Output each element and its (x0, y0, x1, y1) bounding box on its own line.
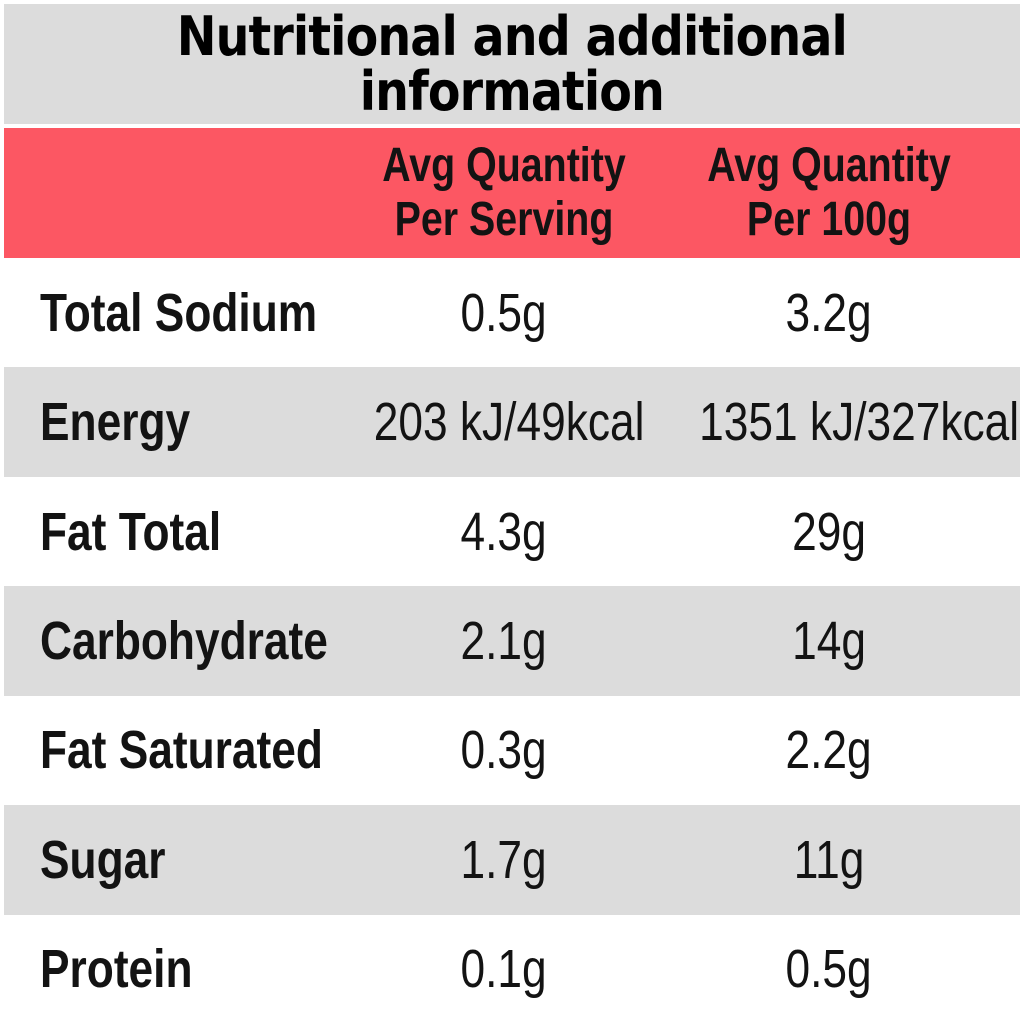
table-row-fat-saturated: Fat Saturated 0.3g 2.2g (4, 695, 1020, 806)
value-per-serving: 2.1g (460, 610, 548, 671)
value-per-100g: 14g (792, 610, 866, 671)
column-header-per-serving-line-1: Avg Quantity (382, 139, 626, 193)
table-header-row: Avg Quantity Per Serving Avg Quantity Pe… (4, 128, 1020, 258)
value-per-100g: 29g (792, 501, 866, 562)
value-per-100g: 2.2g (785, 720, 873, 781)
column-header-per-serving: Avg Quantity Per Serving (344, 139, 664, 247)
value-per-serving: 0.1g (460, 939, 548, 1000)
table-row-protein: Protein 0.1g 0.5g (4, 914, 1020, 1024)
table-row-total-sodium: Total Sodium 0.5g 3.2g (4, 258, 1020, 368)
row-label: Sugar (40, 829, 166, 890)
value-per-100g: 1351 kJ/327kcal (699, 392, 1020, 453)
value-per-serving: 0.3g (460, 720, 548, 781)
row-label: Total Sodium (40, 282, 318, 343)
column-header-per-serving-line-2: Per Serving (394, 193, 614, 246)
row-label: Fat Total (40, 501, 222, 562)
value-per-100g: 3.2g (785, 282, 873, 343)
table-row-carbohydrate: Carbohydrate 2.1g 14g (4, 586, 1020, 696)
value-per-serving: 1.7g (460, 829, 548, 890)
table-row-fat-total: Fat Total 4.3g 29g (4, 476, 1020, 587)
column-header-per-100g: Avg Quantity Per 100g (664, 139, 994, 247)
table-row-energy: Energy 203 kJ/49kcal 1351 kJ/327kcal (4, 367, 1020, 477)
value-per-100g: 11g (793, 829, 865, 890)
value-per-serving: 4.3g (460, 501, 548, 562)
table-row-sugar: Sugar 1.7g 11g (4, 805, 1020, 915)
row-label: Carbohydrate (40, 610, 328, 671)
page-title: Nutritional and additional information (4, 4, 1020, 124)
row-label: Energy (40, 392, 191, 453)
row-label: Fat Saturated (40, 720, 323, 781)
value-per-serving: 0.5g (460, 282, 548, 343)
value-per-100g: 0.5g (785, 939, 873, 1000)
row-label: Protein (40, 939, 193, 1000)
page-title-line-1: Nutritional and additional (176, 4, 848, 68)
column-header-per-100g-line-1: Avg Quantity (707, 139, 951, 193)
value-per-serving: 203 kJ/49kcal (373, 392, 645, 453)
page-title-line-2: information (359, 60, 665, 123)
column-header-per-100g-line-2: Per 100g (746, 193, 912, 246)
